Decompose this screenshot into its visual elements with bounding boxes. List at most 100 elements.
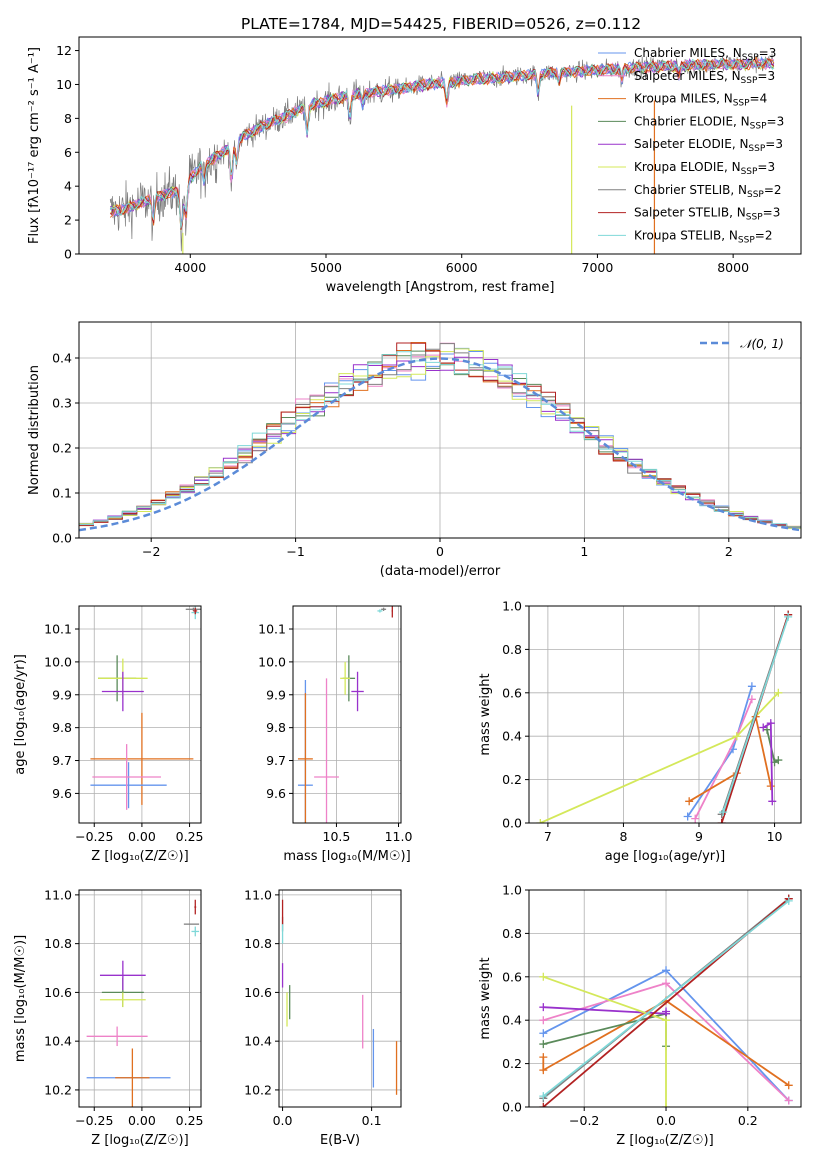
mass-weight-marker bbox=[717, 819, 726, 823]
spectrum-legend: Chabrier MILES, NSSP=3 Salpeter MILES, NS… bbox=[598, 46, 784, 245]
mass-weight-series-line bbox=[766, 729, 779, 764]
residual-histogram-step bbox=[79, 342, 801, 528]
legend-entry: Chabrier MILES, NSSP=3 bbox=[634, 46, 776, 63]
axes-frame bbox=[528, 889, 802, 1108]
y-tick-label: 0.3 bbox=[52, 396, 72, 411]
y-tick-label: 0.8 bbox=[502, 926, 522, 941]
x-tick-label: 10 bbox=[767, 829, 783, 844]
mass-vs-ebv-panel: 0.0 0.1 10.2 10.4 10.6 10.8 11.0 E(B-V) bbox=[244, 887, 402, 1148]
chart-title: PLATE=1784, MJD=54425, FIBERID=0526, z=0… bbox=[241, 15, 641, 33]
errorbar-point bbox=[101, 671, 144, 712]
errorbar-point bbox=[381, 607, 387, 611]
model-spectrum-line bbox=[109, 58, 775, 227]
mass-weight-marker bbox=[747, 695, 756, 704]
y-tick-label: 0.8 bbox=[502, 642, 522, 657]
x-tick-label: 11.0 bbox=[385, 829, 413, 844]
errorbar-point bbox=[351, 671, 364, 712]
mass-weight-series-line bbox=[722, 616, 790, 813]
y-tick-label: 10.4 bbox=[44, 1034, 72, 1049]
errorbar-point bbox=[194, 899, 197, 915]
y-tick-label: 4 bbox=[64, 179, 72, 194]
x-tick-label: 8 bbox=[619, 829, 627, 844]
plot-area bbox=[281, 899, 398, 1095]
x-axis-label: Z [log₁₀(Z/Z☉)] bbox=[616, 1133, 713, 1148]
mass-weight-marker bbox=[747, 682, 756, 691]
y-tick-label: 10.0 bbox=[258, 654, 286, 669]
x-tick-label: 0.1 bbox=[362, 1113, 382, 1128]
plot-area bbox=[79, 342, 801, 532]
x-tick-label: −0.2 bbox=[569, 1113, 599, 1128]
x-axis-label: E(B-V) bbox=[320, 1133, 360, 1148]
y-tick-label: 10.8 bbox=[244, 936, 272, 951]
mass-weight-marker bbox=[784, 896, 793, 905]
mass-weight-marker bbox=[539, 1040, 548, 1049]
legend-entry: Salpeter MILES, NSSP=3 bbox=[634, 69, 775, 86]
errorbar-point bbox=[340, 661, 351, 695]
x-tick-label: −0.25 bbox=[75, 1113, 113, 1128]
y-tick-label: 0.0 bbox=[502, 816, 522, 831]
y-tick-label: 11.0 bbox=[244, 887, 272, 902]
y-tick-label: 0.6 bbox=[502, 685, 522, 700]
y-tick-label: 8 bbox=[64, 111, 72, 126]
legend-entry: Salpeter STELIB, NSSP=3 bbox=[634, 206, 780, 223]
y-tick-label: 0.2 bbox=[502, 1056, 522, 1071]
x-tick-label: 0.0 bbox=[656, 1113, 676, 1128]
legend-entry: Chabrier ELODIE, NSSP=3 bbox=[634, 114, 784, 131]
y-tick-label: 9.8 bbox=[266, 720, 286, 735]
y-tick-label: 10.2 bbox=[244, 1082, 272, 1097]
y-tick-label: 9.6 bbox=[266, 786, 286, 801]
y-tick-label: 0.0 bbox=[52, 531, 72, 546]
residual-histogram-panel: −2 −1 0 1 2 0.0 0.1 0.2 0.3 0.4 (data-model)/error… bbox=[27, 321, 802, 579]
mass-weight-marker bbox=[539, 972, 548, 981]
mass-weight-marker bbox=[662, 1016, 671, 1025]
mass-weight-marker bbox=[662, 966, 671, 975]
x-tick-label: 0.00 bbox=[128, 1113, 156, 1128]
x-tick-label: 2 bbox=[725, 544, 733, 559]
errorbar-point bbox=[115, 1048, 150, 1107]
x-tick-label: 10.5 bbox=[323, 829, 351, 844]
errorbar-point bbox=[99, 960, 146, 990]
y-tick-label: 0.2 bbox=[502, 772, 522, 787]
y-tick-label: 10.1 bbox=[44, 622, 72, 637]
errorbar-point bbox=[193, 607, 198, 615]
mass-weight-vs-age-panel: 7 8 9 10 0.0 0.2 0.4 0.6 0.8 1.0 age [log₁₀(age/yr… bbox=[478, 599, 802, 864]
normal-distribution-curve bbox=[79, 357, 801, 532]
model-spectrum-line bbox=[110, 57, 775, 230]
y-axis-label: Flux [fλ10⁻¹⁷ erg cm⁻² s⁻¹ A⁻¹] bbox=[27, 47, 42, 244]
axes-frame bbox=[278, 889, 402, 1108]
errorbar-point bbox=[191, 926, 200, 937]
plot-area bbox=[297, 606, 393, 823]
x-tick-label: 5000 bbox=[310, 260, 342, 275]
x-tick-label: 0.00 bbox=[128, 829, 156, 844]
y-tick-label: 9.9 bbox=[52, 687, 72, 702]
mass-weight-marker bbox=[539, 1029, 548, 1038]
age-vs-mass-panel: 10.5 11.0 9.6 9.7 9.8 9.9 10.0 10.1 mass [log₁₀(… bbox=[258, 605, 413, 864]
y-tick-label: 10.1 bbox=[258, 622, 286, 637]
y-tick-label: 10.6 bbox=[244, 985, 272, 1000]
y-tick-label: 9.6 bbox=[52, 786, 72, 801]
mass-weight-marker bbox=[766, 719, 775, 728]
errorbar-point bbox=[90, 762, 167, 809]
mass-weight-marker bbox=[774, 756, 783, 765]
errorbar-point bbox=[391, 606, 393, 618]
normal-legend-label: 𝒩(0, 1) bbox=[740, 337, 784, 351]
axes-frame bbox=[78, 36, 802, 255]
legend-entry: Kroupa STELIB, NSSP=2 bbox=[634, 228, 772, 245]
y-tick-label: 0.4 bbox=[502, 1013, 522, 1028]
x-axis-label: mass [log₁₀(M/M☉)] bbox=[283, 849, 410, 864]
errorbar-point bbox=[86, 1026, 148, 1047]
y-axis-label: Normed distribution bbox=[27, 365, 42, 495]
y-tick-label: 9.7 bbox=[266, 753, 286, 768]
x-axis-label: (data-model)/error bbox=[380, 564, 501, 579]
mass-weight-marker bbox=[759, 723, 768, 732]
mass-weight-marker bbox=[539, 1016, 548, 1025]
y-tick-label: 10.4 bbox=[244, 1034, 272, 1049]
y-tick-label: 0.0 bbox=[502, 1100, 522, 1115]
y-axis-label: mass weight bbox=[478, 673, 493, 755]
errorbar-point bbox=[92, 744, 161, 810]
mass-weight-marker bbox=[539, 1092, 548, 1101]
residual-histogram-step bbox=[79, 343, 801, 528]
errorbar-point bbox=[99, 992, 146, 1008]
y-tick-label: 0.2 bbox=[52, 441, 72, 456]
plot-area bbox=[539, 894, 793, 1107]
